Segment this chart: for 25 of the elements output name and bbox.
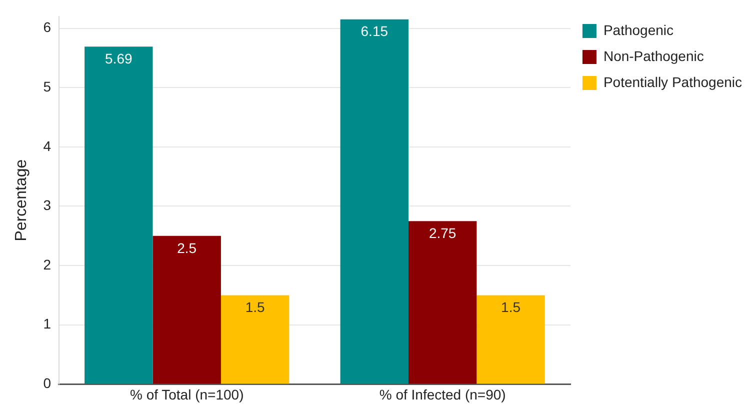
y-axis-title: Percentage <box>13 159 30 242</box>
bar <box>340 19 408 384</box>
bar <box>476 295 545 384</box>
x-tick-label: % of Infected (n=90) <box>379 386 506 402</box>
y-tick-label: 2 <box>43 256 52 272</box>
legend-label: Non-Pathogenic <box>603 48 704 64</box>
x-tick-label: % of Total (n=100) <box>130 386 244 402</box>
bar <box>220 295 290 384</box>
y-tick-label: 1 <box>43 316 52 332</box>
y-tick-label: 3 <box>43 197 52 214</box>
data-label: 6.15 <box>360 23 388 40</box>
data-label: 2.5 <box>177 240 197 256</box>
data-label: 1.5 <box>501 299 521 316</box>
bar <box>152 236 221 384</box>
y-tick-label: 4 <box>43 138 52 154</box>
bar <box>408 221 477 384</box>
y-tick-label: 5 <box>43 78 52 94</box>
data-label: 2.75 <box>428 224 456 241</box>
bar <box>84 46 153 384</box>
data-label: 5.69 <box>105 50 132 67</box>
y-tick-label: 6 <box>43 19 52 36</box>
data-label: 1.5 <box>245 299 265 316</box>
y-tick-label: 0 <box>43 375 52 392</box>
legend-label: Pathogenic <box>603 22 674 38</box>
legend-label: Potentially Pathogenic <box>603 74 742 90</box>
